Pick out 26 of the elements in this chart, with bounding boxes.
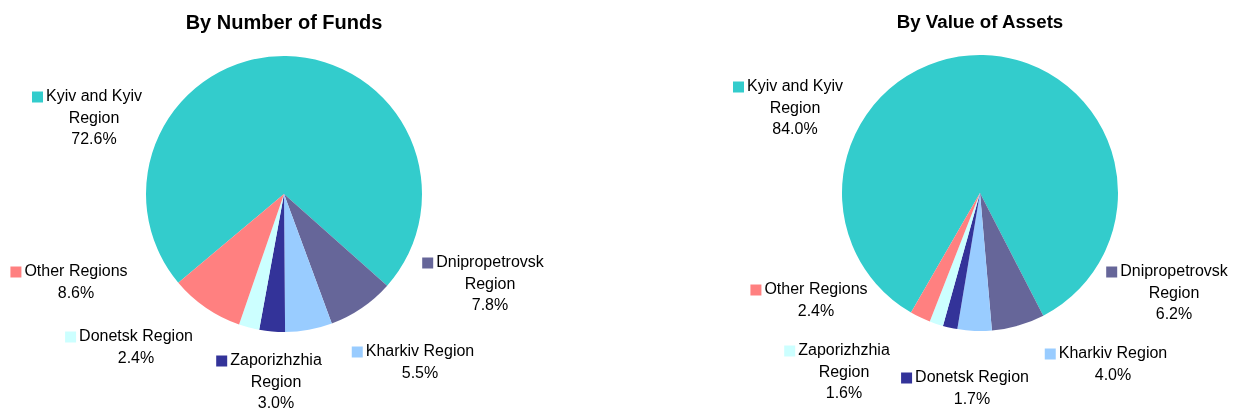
data-label: 6.2%	[1155, 305, 1193, 323]
chart-title: By Number of Funds	[185, 10, 383, 33]
legend-label: Kyiv and Kyiv Region	[45, 87, 143, 126]
legend-label: Other Regions	[24, 262, 128, 280]
legend-label: Dnipropetrovsk Region	[1120, 262, 1229, 301]
data-label: 5.5%	[401, 363, 439, 381]
legend-label: Donetsk Region	[915, 368, 1029, 386]
data-label: 2.4%	[797, 301, 835, 319]
data-label: 72.6%	[71, 130, 117, 148]
legend-label: Zaporizhzhia Region	[798, 341, 890, 380]
data-label: 2.4%	[117, 348, 155, 366]
legend-label: Kharkiv Region	[1058, 344, 1168, 362]
data-label: 3.0%	[257, 394, 295, 410]
data-label: 1.6%	[825, 384, 863, 402]
data-label: 8.6%	[57, 283, 95, 301]
legend-label: Zaporizhzhia Region	[230, 351, 322, 390]
data-label: 1.7%	[953, 389, 991, 407]
data-label: 4.0%	[1094, 365, 1132, 383]
data-label: 84.0%	[772, 120, 818, 138]
legend-label: Dnipropetrovsk Region	[436, 253, 545, 292]
legend-label: Other Regions	[764, 280, 868, 298]
legend-label: Kharkiv Region	[365, 342, 475, 360]
legend-label: Donetsk Region	[79, 327, 193, 345]
data-label: 7.8%	[471, 296, 509, 314]
chart-title: By Value of Assets	[896, 11, 1064, 33]
legend-label: Kyiv and Kyiv Region	[746, 77, 844, 116]
